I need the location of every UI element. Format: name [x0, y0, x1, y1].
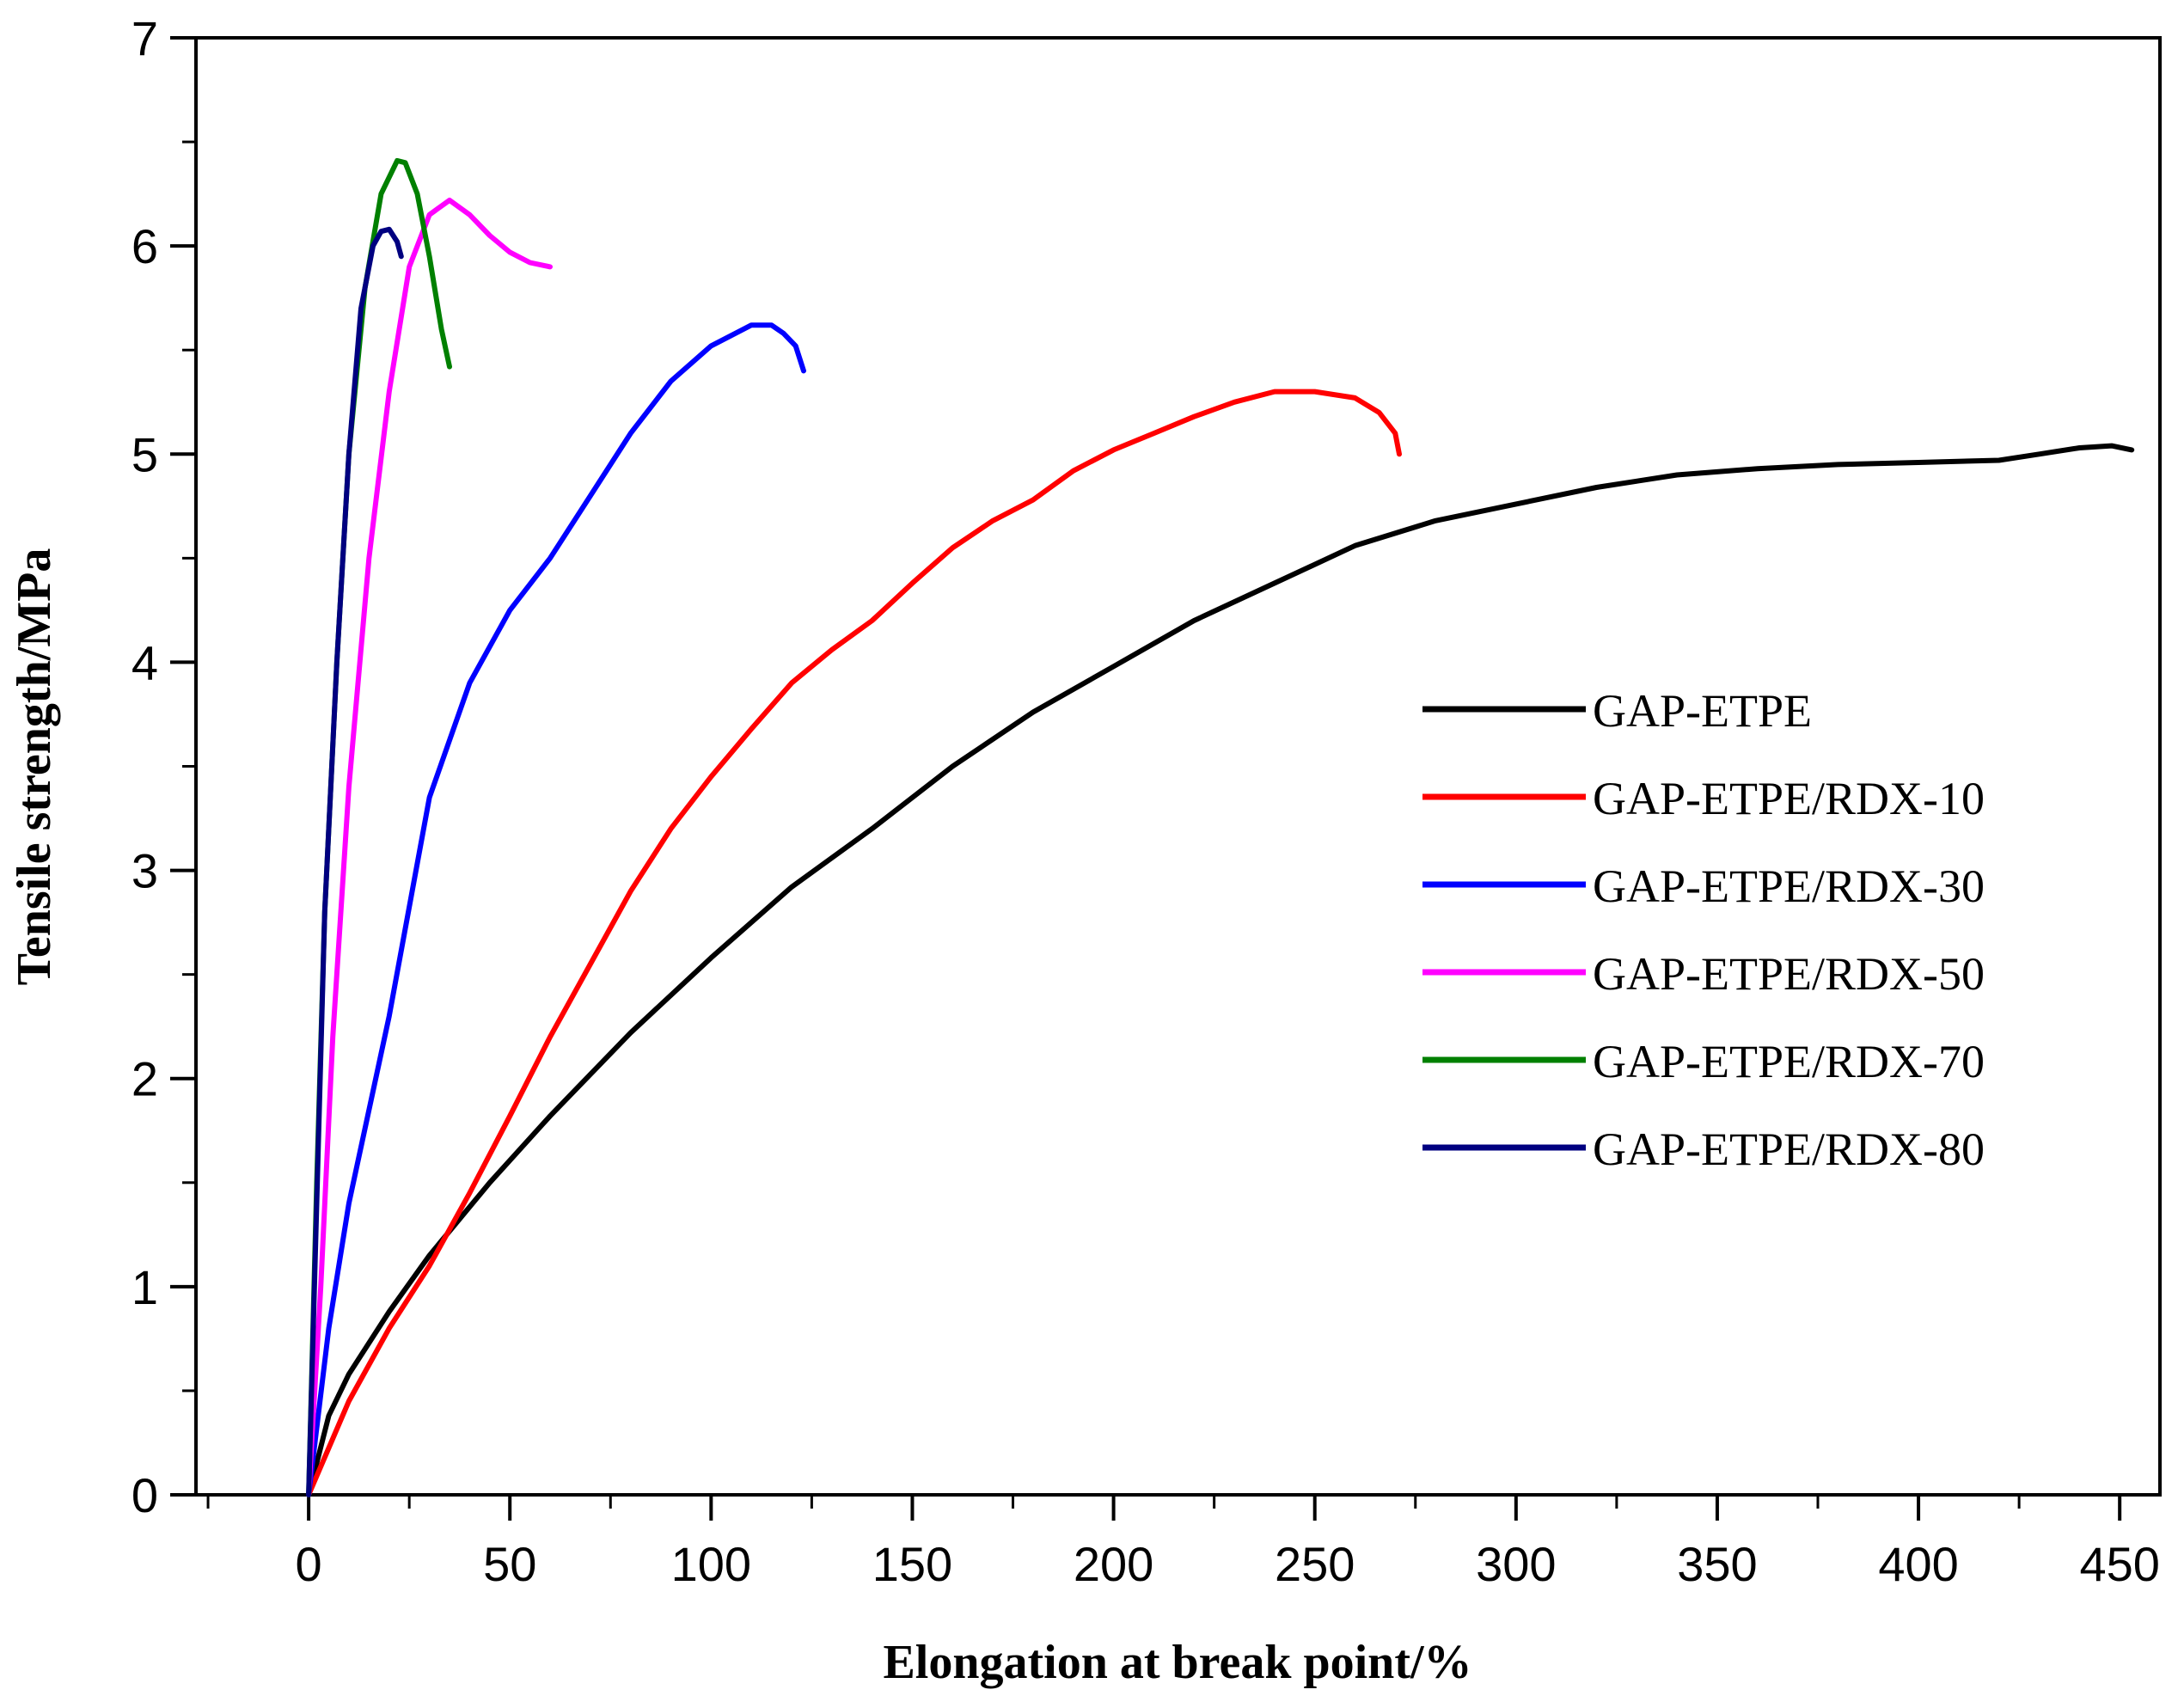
x-tick-label: 400 — [1878, 1537, 1958, 1591]
legend-label-1: GAP-ETPE/RDX-10 — [1593, 773, 1985, 824]
x-tick-label: 350 — [1677, 1537, 1757, 1591]
y-tick-label: 4 — [132, 635, 158, 689]
x-tick-label: 50 — [483, 1537, 536, 1591]
series-layer — [306, 157, 2135, 1497]
y-axis: 0 1 2 3 4 5 6 7 — [132, 11, 196, 1522]
y-tick-label: 7 — [132, 11, 158, 65]
plot-frame — [194, 36, 2162, 1497]
y-tick-label: 2 — [132, 1052, 158, 1106]
x-tick-label: 100 — [671, 1537, 751, 1591]
x-tick-label: 200 — [1074, 1537, 1153, 1591]
series-line-2 — [306, 322, 806, 1497]
legend-label-4: GAP-ETPE/RDX-70 — [1593, 1036, 1985, 1087]
y-tick-label: 6 — [132, 219, 158, 273]
series-line-5 — [306, 226, 404, 1497]
y-tick-label: 3 — [132, 844, 158, 898]
y-tick-label: 1 — [132, 1260, 158, 1314]
x-axis: 0 50 100 150 200 250 300 350 400 450 — [206, 1495, 2160, 1591]
x-tick-label: 300 — [1476, 1537, 1556, 1591]
series-line-1 — [306, 389, 1402, 1497]
series-line-3 — [306, 197, 553, 1497]
x-tick-label: 250 — [1275, 1537, 1355, 1591]
y-axis-title: Tensile strength/MPa — [8, 548, 61, 986]
series-line-0 — [306, 443, 2135, 1497]
x-tick-label: 450 — [2079, 1537, 2159, 1591]
y-tick-label: 0 — [132, 1468, 158, 1522]
legend-label-5: GAP-ETPE/RDX-80 — [1593, 1123, 1985, 1175]
x-tick-label: 150 — [872, 1537, 952, 1591]
legend-label-3: GAP-ETPE/RDX-50 — [1593, 948, 1985, 1000]
legend-label-0: GAP-ETPE — [1593, 685, 1812, 737]
x-tick-label: 0 — [296, 1537, 322, 1591]
legend: GAP-ETPE GAP-ETPE/RDX-10 GAP-ETPE/RDX-30 GA… — [1422, 685, 1985, 1175]
y-tick-label: 5 — [132, 427, 158, 481]
legend-label-2: GAP-ETPE/RDX-30 — [1593, 860, 1985, 912]
x-axis-title: Elongation at break point/% — [883, 1636, 1471, 1689]
